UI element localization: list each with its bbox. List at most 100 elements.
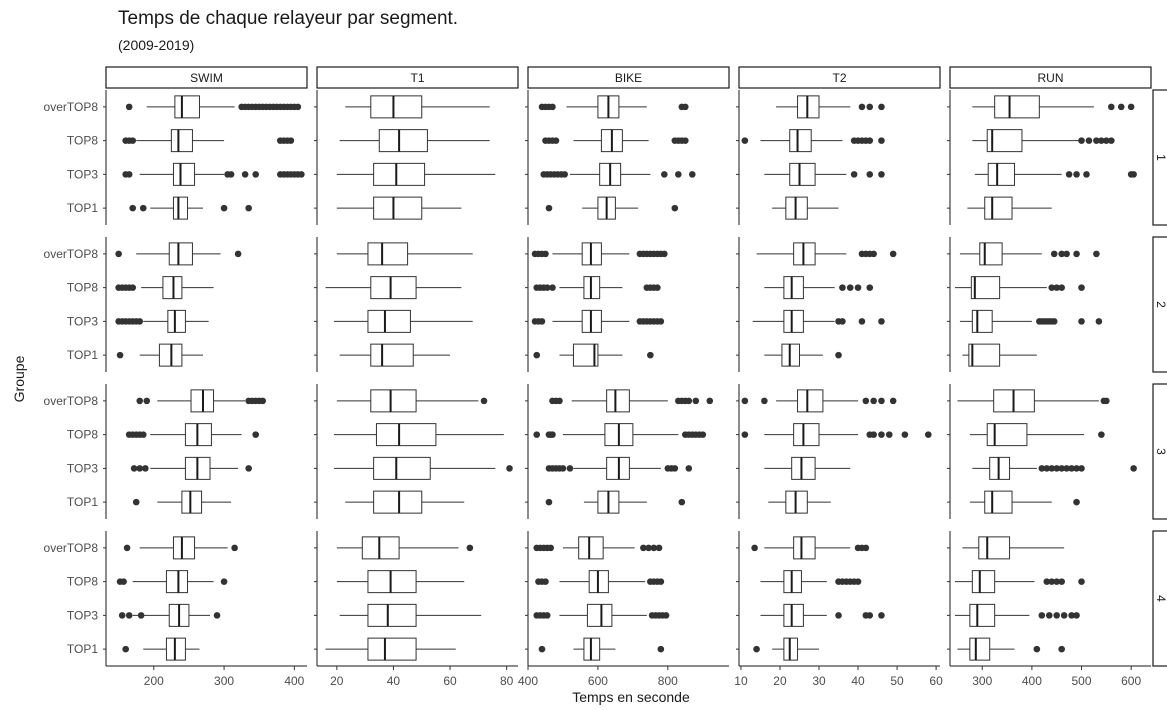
- outlier-point: [252, 431, 259, 438]
- outlier-point: [547, 544, 555, 552]
- outlier-point: [1103, 397, 1110, 405]
- x-tick-label-run: 400: [1022, 674, 1042, 688]
- iqr-box: [783, 603, 804, 627]
- outlier-point: [1107, 137, 1115, 144]
- box-2-t1-top8: [325, 276, 462, 300]
- x-tick-label-run: 300: [972, 674, 992, 688]
- outlier-point: [854, 284, 862, 291]
- iqr-box: [986, 423, 1028, 447]
- outlier-point: [125, 171, 133, 178]
- y-tick-label-top1: TOP1: [67, 201, 98, 215]
- outlier-point: [466, 544, 474, 552]
- outlier-point: [115, 250, 122, 258]
- box-4-t2-overtop8: [751, 536, 870, 560]
- outlier-point: [862, 397, 870, 405]
- box-1-bike-overtop8: [538, 95, 689, 119]
- outlier-point: [699, 431, 707, 438]
- box-1-t2-overtop8: [776, 95, 885, 119]
- outlier-point: [866, 612, 874, 619]
- outlier-point: [1085, 137, 1093, 144]
- outlier-point: [542, 250, 549, 258]
- outlier-point: [136, 318, 144, 325]
- outlier-point: [858, 103, 866, 111]
- outlier-point: [1050, 318, 1058, 325]
- outlier-point: [294, 103, 302, 111]
- outlier-point: [854, 578, 862, 585]
- iqr-box: [367, 570, 417, 594]
- box-2-t2-overtop8: [756, 242, 897, 266]
- outlier-point: [139, 204, 147, 212]
- box-4-bike-top1: [538, 637, 665, 661]
- outlier-point: [118, 612, 126, 619]
- box-2-run-top1: [962, 343, 1037, 367]
- iqr-box: [986, 129, 1023, 153]
- iqr-box: [361, 536, 400, 560]
- box-4-t2-top8: [760, 570, 862, 594]
- x-tick-label-t1: 60: [443, 674, 457, 688]
- box-2-swim-overtop8: [115, 242, 242, 266]
- outlier-point: [220, 578, 228, 585]
- x-tick-label-run: 500: [1072, 674, 1092, 688]
- outlier-point: [706, 397, 714, 405]
- outlier-point: [1078, 318, 1085, 325]
- outlier-point: [647, 351, 654, 359]
- y-tick-label-top3: TOP3: [67, 167, 98, 181]
- outlier-point: [549, 284, 556, 291]
- iqr-box: [375, 423, 437, 447]
- outlier-point: [1053, 578, 1061, 585]
- box-3-run-overtop8: [957, 389, 1110, 413]
- iqr-box: [971, 570, 996, 594]
- iqr-box: [370, 389, 417, 413]
- outlier-point: [839, 284, 846, 291]
- box-3-t1-top8: [333, 423, 504, 447]
- outlier-point: [132, 498, 140, 506]
- iqr-box: [987, 162, 1016, 186]
- box-3-bike-overtop8: [549, 389, 714, 413]
- box-3-t2-overtop8: [741, 389, 897, 413]
- outlier-point: [480, 397, 488, 405]
- box-3-bike-top1: [545, 490, 686, 514]
- box-3-swim-top8: [125, 423, 259, 447]
- outlier-point: [1068, 465, 1075, 472]
- chart-title: Temps de chaque relayeur par segment.: [118, 8, 459, 29]
- outlier-point: [1073, 171, 1080, 178]
- outlier-point: [1058, 284, 1065, 291]
- outlier-point: [671, 204, 679, 212]
- box-2-t1-overtop8: [336, 242, 473, 266]
- outlier-point: [688, 171, 696, 178]
- outlier-point: [657, 645, 665, 653]
- iqr-box: [793, 536, 816, 560]
- strip-bike: [527, 66, 730, 89]
- outlier-point: [123, 544, 131, 552]
- box-2-run-overtop8: [959, 242, 1100, 266]
- box-2-swim-top3: [115, 309, 209, 333]
- row-strip-2: [1152, 236, 1167, 373]
- outlier-point: [761, 397, 768, 405]
- outlier-point: [661, 171, 668, 178]
- strip-label-t2: T2: [832, 71, 846, 85]
- row-strip-4: [1152, 530, 1167, 667]
- y-tick-label-top8: TOP8: [67, 134, 98, 148]
- box-1-t1-top1: [336, 196, 462, 220]
- iqr-box: [791, 456, 816, 480]
- x-tick-label-t2: 60: [929, 674, 943, 688]
- strip-swim: [105, 66, 308, 89]
- iqr-box: [367, 309, 411, 333]
- iqr-box: [978, 536, 1011, 560]
- x-tick-label-t2: 20: [773, 674, 787, 688]
- outlier-point: [1058, 578, 1065, 585]
- x-tick-label-swim: 400: [284, 674, 304, 688]
- box-4-swim-top3: [118, 603, 221, 627]
- outlier-point: [862, 544, 870, 552]
- box-3-t2-top8: [741, 423, 932, 447]
- box-4-run-top3: [954, 603, 1080, 627]
- box-2-run-top3: [959, 309, 1103, 333]
- box-2-bike-top8: [533, 276, 661, 300]
- outlier-point: [1093, 250, 1100, 258]
- x-tick-label-swim: 200: [144, 674, 164, 688]
- iqr-box: [181, 490, 203, 514]
- strip-run: [949, 66, 1152, 89]
- outlier-point: [566, 465, 574, 472]
- box-2-swim-top1: [116, 343, 203, 367]
